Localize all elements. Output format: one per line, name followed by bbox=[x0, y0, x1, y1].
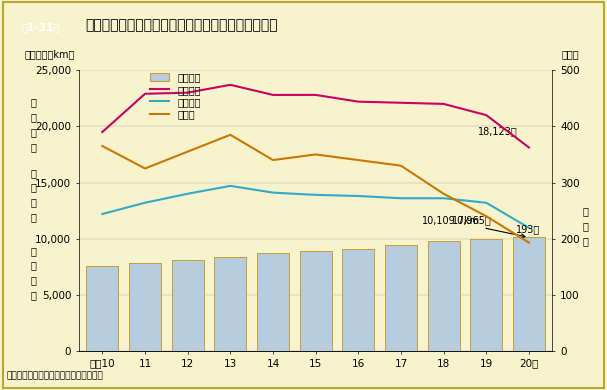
Bar bbox=[470, 239, 502, 351]
Text: 事
故
件
数: 事 故 件 数 bbox=[30, 246, 36, 300]
Bar bbox=[300, 251, 331, 351]
Text: 10,109.7km: 10,109.7km bbox=[422, 216, 525, 238]
Bar bbox=[214, 257, 246, 351]
Text: 注　警察庁及び国土交通省資料による。: 注 警察庁及び国土交通省資料による。 bbox=[6, 371, 103, 380]
Legend: 供用延長, 負傷者数, 事故件数, 死者数: 供用延長, 負傷者数, 事故件数, 死者数 bbox=[150, 72, 201, 120]
Bar bbox=[513, 238, 545, 351]
Text: 高速自動車国道等における交通事故発生状況の推移: 高速自動車国道等における交通事故発生状況の推移 bbox=[85, 18, 277, 32]
Text: 193人: 193人 bbox=[516, 225, 540, 234]
Bar bbox=[129, 263, 161, 351]
Text: 18,123人: 18,123人 bbox=[478, 126, 518, 136]
Bar bbox=[385, 245, 417, 351]
Text: （人、件、km）: （人、件、km） bbox=[24, 49, 75, 59]
Text: （人）: （人） bbox=[562, 49, 580, 59]
Text: 、1-31図: 、1-31図 bbox=[22, 22, 60, 32]
Bar bbox=[257, 253, 289, 351]
Bar bbox=[86, 266, 118, 351]
Text: 死
者
数: 死 者 数 bbox=[583, 206, 589, 246]
Text: 供
用
延
長: 供 用 延 長 bbox=[30, 98, 36, 152]
Bar bbox=[342, 249, 375, 351]
Text: 負
傷
者
数: 負 傷 者 数 bbox=[30, 168, 36, 222]
Bar bbox=[427, 241, 459, 351]
Bar bbox=[172, 260, 204, 351]
Text: 10,965件: 10,965件 bbox=[452, 215, 492, 225]
